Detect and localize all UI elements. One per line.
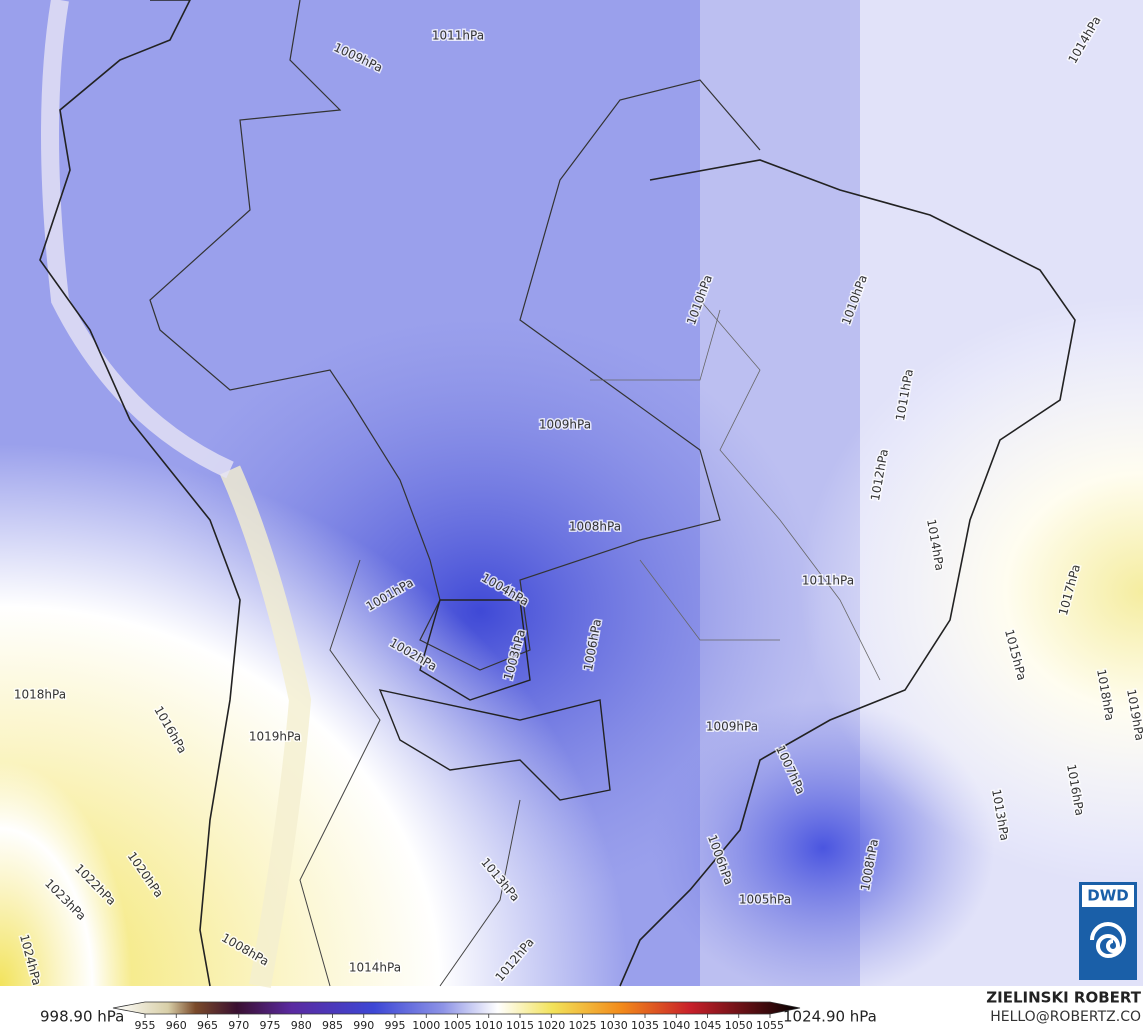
colorbar-label: 1035 bbox=[631, 1019, 659, 1032]
contour-label: 1018hPa bbox=[14, 688, 66, 702]
contour-label: 1011hPa bbox=[802, 574, 854, 588]
colorbar-label: 1030 bbox=[600, 1019, 628, 1032]
max-pressure: 1024.90 hPa bbox=[783, 1008, 877, 1026]
colorbar-label: 980 bbox=[291, 1019, 312, 1032]
colorbar-label: 990 bbox=[353, 1019, 374, 1032]
colorbar-label: 970 bbox=[228, 1019, 249, 1032]
colorbar: 955 960 965 970 975 980 985 990 995 1000 1005 1010 1… bbox=[112, 1001, 801, 1032]
contour-label: 1011hPa bbox=[432, 29, 484, 43]
colorbar-label: 1050 bbox=[725, 1019, 753, 1032]
colorbar-label: 1005 bbox=[444, 1019, 472, 1032]
dwd-logo: DWD bbox=[1079, 882, 1137, 980]
colorbar-label: 960 bbox=[166, 1019, 187, 1032]
colorbar-label: 1040 bbox=[662, 1019, 690, 1032]
colorbar-label: 985 bbox=[322, 1019, 343, 1032]
colorbar-label: 975 bbox=[260, 1019, 281, 1032]
contour-label: 1009hPa bbox=[706, 720, 758, 734]
colorbar-label: 995 bbox=[385, 1019, 406, 1032]
colorbar-label: 1000 bbox=[412, 1019, 440, 1032]
contact: HELLO@ROBERTZ.CO bbox=[990, 1009, 1141, 1025]
min-pressure: 998.90 hPa bbox=[40, 1008, 124, 1026]
contour-label: 1019hPa bbox=[249, 730, 301, 744]
contour-label: 1009hPa bbox=[539, 418, 591, 432]
colorbar-label: 1015 bbox=[506, 1019, 534, 1032]
colorbar-label: 1010 bbox=[475, 1019, 503, 1032]
contour-label: 1008hPa bbox=[569, 520, 621, 534]
author: ZIELINSKI ROBERT bbox=[986, 989, 1141, 1007]
map bbox=[0, 0, 1143, 988]
contour-label: 1014hPa bbox=[349, 961, 401, 975]
colorbar-label: 1055 bbox=[756, 1019, 784, 1032]
colorbar-label: 1025 bbox=[569, 1019, 597, 1032]
colorbar-label: 955 bbox=[135, 1019, 156, 1032]
svg-text:DWD: DWD bbox=[1087, 887, 1128, 905]
colorbar-label: 1020 bbox=[537, 1019, 565, 1032]
contour-label: 1005hPa bbox=[739, 893, 791, 907]
colorbar-label: 965 bbox=[197, 1019, 218, 1032]
colorbar-label: 1045 bbox=[694, 1019, 722, 1032]
